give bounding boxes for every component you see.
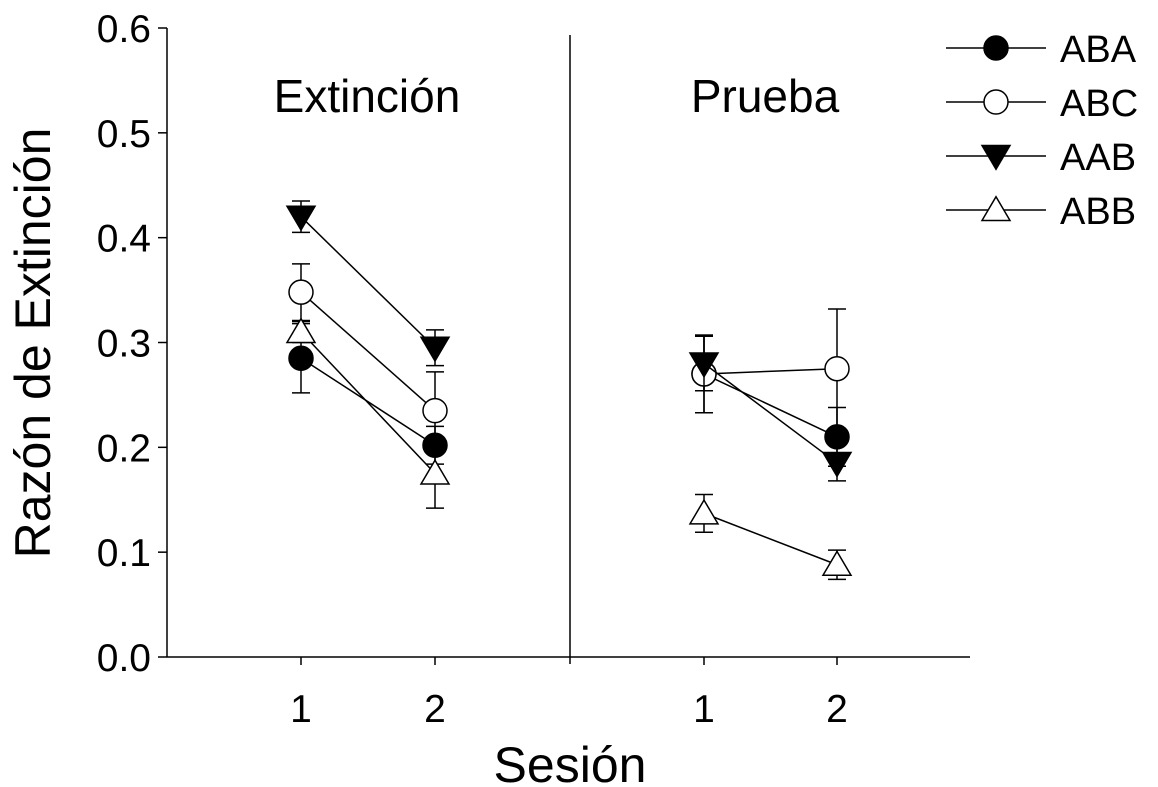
legend-marker (980, 144, 1012, 171)
y-tick-label: 0.0 (97, 637, 151, 680)
axes: 0.0 0.1 0.2 0.3 0.4 0.5 0.6 1 2 1 2 (97, 8, 970, 731)
x-tick-label: 1 (693, 688, 715, 731)
data-point (422, 397, 448, 424)
series-ABB (285, 317, 853, 581)
series-line (300, 216, 436, 349)
series-AAB (285, 200, 853, 482)
y-axis-label: Razón de Extinción (5, 128, 61, 559)
x-tick-label: 2 (826, 688, 848, 731)
x-axis-label: Sesión (494, 737, 647, 787)
panel-label: Prueba (691, 70, 840, 122)
x-tick-label: 2 (424, 688, 446, 731)
data-point (824, 355, 850, 382)
y-tick-label: 0.6 (97, 8, 151, 51)
panel-label: Extinción (274, 70, 461, 122)
legend-marker (983, 35, 1009, 61)
panel-labels: Extinción Prueba (274, 70, 840, 122)
series-ABC (288, 263, 850, 451)
legend-label: ABA (1060, 29, 1137, 71)
y-tick-label: 0.1 (97, 532, 151, 575)
data-point (288, 279, 314, 305)
series-line (703, 367, 838, 375)
legend-marker (980, 195, 1012, 222)
data-point (285, 205, 317, 232)
legend: ABA ABC AAB ABB (946, 29, 1138, 233)
legend-entry: AAB (946, 137, 1136, 179)
series-line (300, 291, 436, 412)
data-point (288, 345, 314, 371)
data-point (821, 451, 853, 478)
legend-label: AAB (1060, 137, 1136, 179)
series-line (703, 362, 838, 464)
data-point (285, 317, 317, 344)
y-tick-label: 0.3 (97, 323, 151, 366)
series-line (300, 331, 436, 475)
series-line (703, 373, 838, 438)
y-tick-label: 0.2 (97, 427, 151, 470)
data-point (419, 336, 451, 363)
data-point (688, 352, 720, 379)
series-ABA (288, 322, 850, 467)
legend-label: ABC (1060, 83, 1138, 125)
x-tick-label: 1 (290, 688, 312, 731)
y-tick-label: 0.5 (97, 113, 151, 156)
legend-entry: ABA (946, 29, 1137, 71)
data-point (688, 498, 720, 525)
legend-entry: ABC (946, 83, 1138, 125)
data-point (419, 458, 451, 485)
legend-marker (983, 89, 1009, 115)
series-line (703, 512, 838, 566)
legend-entry: ABB (946, 191, 1136, 233)
data-point (821, 549, 853, 576)
y-tick-label: 0.4 (97, 218, 151, 261)
legend-label: ABB (1060, 191, 1136, 233)
series-layer (285, 200, 853, 581)
